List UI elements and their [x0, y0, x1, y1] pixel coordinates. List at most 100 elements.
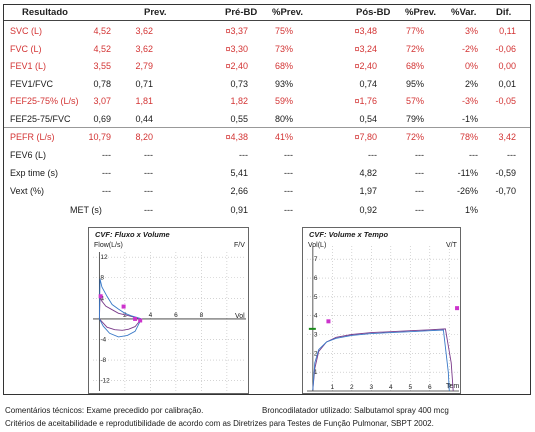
data-point	[133, 316, 138, 321]
row-value-pre: ¤3,30	[225, 44, 248, 54]
row-value-pp1: ---	[284, 150, 293, 160]
y-tick-label: 4	[100, 295, 104, 302]
row-value-pos: ¤7,80	[354, 132, 377, 142]
row-value-pp1: 68%	[274, 61, 293, 71]
volume-time-title: CVF: Volume x Tempo	[309, 230, 389, 239]
y-tick-label: -12	[100, 378, 110, 385]
row-value-dif: ---	[507, 150, 516, 160]
row-value-pos: 0,54	[359, 114, 377, 124]
header-prev: Prev.	[144, 7, 167, 18]
technical-comments: Comentários técnicos: Exame precedido po…	[5, 406, 204, 415]
row-value-v2: 0,71	[135, 79, 153, 89]
row-value-pos: ¤3,48	[354, 26, 377, 36]
x-tick-label: 5	[408, 384, 412, 391]
row-value-pp2: 72%	[405, 132, 424, 142]
header-divider	[4, 20, 530, 21]
row-value-var: 78%	[459, 132, 478, 142]
row-value-v2: ---	[144, 205, 153, 215]
header-pct-prev-pos: %Prev.	[405, 7, 436, 18]
header-pct-var: %Var.	[451, 7, 477, 18]
data-point	[98, 294, 103, 299]
x-tick-label: 2	[350, 384, 354, 391]
row-value-pp1: 80%	[274, 114, 293, 124]
y-tick-label: -8	[100, 357, 106, 364]
row-value-pos: ---	[368, 150, 377, 160]
row-label: FEV6 (L)	[10, 150, 47, 160]
header-pre-bd: Pré-BD	[225, 7, 258, 18]
y-tick-label: 7	[314, 256, 318, 263]
y-tick-label: 2	[314, 350, 318, 357]
series-line-0	[312, 328, 454, 392]
row-value-pre: ¤2,40	[225, 61, 248, 71]
row-value-v1: 3,07	[93, 96, 111, 106]
row-value-pos: ¤1,76	[354, 96, 377, 106]
flow-volume-ylabel: Flow(L/s)	[94, 242, 123, 249]
y-tick-label: -4	[100, 337, 106, 344]
row-label: FVC (L)	[10, 44, 42, 54]
row-value-var: -2%	[461, 44, 478, 54]
x-tick-label: 8	[200, 312, 204, 319]
row-value-pos: ¤2,40	[354, 61, 377, 71]
x-tick-label: 1	[331, 384, 335, 391]
row-value-pos: 0,74	[359, 79, 377, 89]
row-value-pos: 4,82	[359, 168, 377, 178]
row-value-var: 3%	[464, 26, 478, 36]
row-value-dif: 0,11	[499, 26, 516, 36]
row-value-v1: 4,52	[93, 44, 111, 54]
flow-volume-chart: CVF: Fluxo x Volume Flow(L/s) F/V Vol 2 4…	[88, 227, 249, 394]
series-line-0	[98, 296, 143, 331]
row-value-pp1: 75%	[274, 26, 293, 36]
y-tick-label: 1	[314, 369, 318, 376]
data-point	[326, 319, 331, 324]
x-tick-label: 3	[369, 384, 373, 391]
x-tick-label: 4	[389, 384, 393, 391]
y-tick-label: 3	[314, 332, 318, 339]
row-value-pp1: ---	[284, 205, 293, 215]
row-value-pre: ¤3,37	[225, 26, 248, 36]
flow-volume-title: CVF: Fluxo x Volume	[95, 230, 170, 239]
row-value-pp2: ---	[415, 150, 424, 160]
data-point	[138, 318, 143, 323]
row-value-dif: 0,01	[498, 79, 516, 89]
y-tick-label: 12	[100, 254, 108, 261]
row-value-var: -11%	[457, 168, 478, 178]
header-resultado: Resultado	[22, 7, 68, 18]
row-value-v1: 0,69	[93, 114, 111, 124]
data-point	[455, 306, 460, 311]
y-tick-label: 4	[314, 313, 318, 320]
row-label: FEF25-75% (L/s)	[10, 96, 79, 106]
row-value-pp2: 95%	[405, 79, 424, 89]
row-value-v1: ---	[102, 186, 111, 196]
row-value-pre: 0,55	[230, 114, 248, 124]
series-line-1	[312, 329, 450, 392]
row-value-pp2: ---	[415, 186, 424, 196]
row-value-dif: -0,05	[495, 96, 516, 106]
row-value-pp1: 59%	[274, 96, 293, 106]
row-value-pp2: 77%	[405, 26, 424, 36]
row-value-pre: 2,66	[230, 186, 248, 196]
row-value-pre: ¤4,38	[225, 132, 248, 142]
row-value-v1: 4,52	[93, 26, 111, 36]
table-divider	[4, 127, 530, 128]
row-value-pp1: 73%	[274, 44, 293, 54]
row-label: SVC (L)	[10, 26, 43, 36]
row-value-dif: -0,06	[495, 44, 516, 54]
row-value-v1: ---	[102, 168, 111, 178]
y-tick-label: 6	[314, 275, 318, 282]
y-tick-label: 8	[100, 275, 104, 282]
row-value-pp2: ---	[415, 168, 424, 178]
row-value-v2: 1,81	[135, 96, 153, 106]
row-value-pp2: ---	[415, 205, 424, 215]
row-value-dif: -0,59	[495, 168, 516, 178]
series-line-1	[98, 278, 143, 338]
row-value-v1: 0,78	[93, 79, 111, 89]
row-value-pos: ¤3,24	[354, 44, 377, 54]
row-value-dif: -0,70	[495, 186, 516, 196]
row-value-var: 0%	[464, 61, 478, 71]
row-label: Vext (%)	[10, 186, 45, 196]
row-value-v2: 2,79	[135, 61, 153, 71]
flow-volume-plot: 2 4 6 8 12 8 4 -4 -8 -12	[93, 252, 246, 391]
bronchodilator-used: Broncodilatador utilizado: Salbutamol sp…	[262, 406, 449, 415]
